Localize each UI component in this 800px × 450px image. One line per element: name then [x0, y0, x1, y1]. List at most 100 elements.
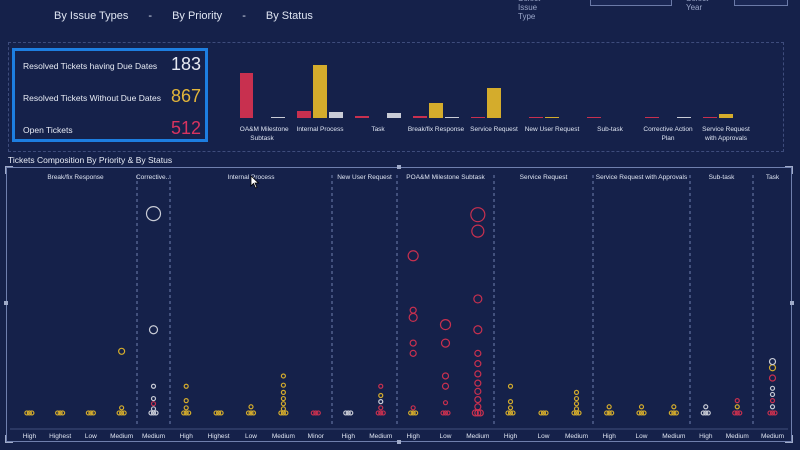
- scatter-point[interactable]: [510, 410, 516, 416]
- bar[interactable]: [297, 111, 311, 118]
- scatter-point[interactable]: [476, 409, 484, 417]
- scatter-point[interactable]: [283, 410, 289, 416]
- scatter-point[interactable]: [378, 410, 384, 416]
- scatter-point[interactable]: [576, 410, 582, 416]
- scatter-point[interactable]: [573, 406, 580, 412]
- scatter-point[interactable]: [248, 410, 254, 416]
- scatter-point[interactable]: [471, 409, 479, 417]
- scatter-point[interactable]: [55, 410, 61, 416]
- bar[interactable]: [587, 117, 601, 118]
- scatter-point[interactable]: [378, 405, 384, 411]
- scatter-point[interactable]: [734, 404, 740, 410]
- scatter-point[interactable]: [636, 410, 642, 416]
- scatter-point[interactable]: [29, 410, 35, 416]
- scatter-point[interactable]: [769, 398, 776, 404]
- scatter-point[interactable]: [145, 206, 162, 222]
- scatter-point[interactable]: [378, 399, 384, 405]
- scatter-point[interactable]: [413, 410, 419, 416]
- scatter-point[interactable]: [250, 410, 257, 416]
- scatter-point[interactable]: [737, 410, 743, 416]
- scatter-point[interactable]: [571, 410, 577, 416]
- scatter-point[interactable]: [409, 349, 417, 357]
- scatter-point[interactable]: [315, 410, 321, 416]
- scatter-point[interactable]: [280, 401, 286, 407]
- scatter-point[interactable]: [150, 401, 157, 407]
- scatter-point[interactable]: [280, 395, 286, 402]
- scatter-point[interactable]: [604, 410, 610, 416]
- scatter-point[interactable]: [573, 389, 580, 395]
- scatter-point[interactable]: [769, 385, 776, 391]
- scatter-point[interactable]: [148, 410, 154, 416]
- resize-handle[interactable]: [4, 301, 8, 305]
- scatter-point[interactable]: [470, 207, 486, 223]
- scatter-point[interactable]: [507, 399, 514, 405]
- scatter-point[interactable]: [409, 306, 417, 314]
- scatter-point[interactable]: [471, 224, 485, 238]
- scatter-point[interactable]: [280, 373, 286, 379]
- scatter-point[interactable]: [183, 398, 189, 404]
- scatter-point[interactable]: [280, 389, 286, 395]
- scatter-point[interactable]: [538, 410, 544, 416]
- bar[interactable]: [719, 114, 733, 118]
- scatter-point[interactable]: [57, 410, 63, 416]
- scatter-point[interactable]: [474, 395, 482, 404]
- scatter-point[interactable]: [118, 347, 126, 355]
- scatter-point[interactable]: [507, 405, 514, 411]
- scatter-point[interactable]: [410, 405, 416, 411]
- scatter-point[interactable]: [768, 374, 777, 382]
- scatter-point[interactable]: [769, 404, 776, 410]
- scatter-point[interactable]: [440, 410, 446, 416]
- tab-by-priority[interactable]: By Priority: [172, 10, 223, 22]
- resize-corner[interactable]: [5, 166, 13, 174]
- bar[interactable]: [471, 117, 485, 118]
- scatter-point[interactable]: [26, 410, 32, 416]
- resize-corner[interactable]: [785, 435, 793, 443]
- resize-handle[interactable]: [397, 440, 401, 444]
- scatter-point[interactable]: [473, 294, 483, 304]
- scatter-point[interactable]: [213, 410, 219, 416]
- scatter-point[interactable]: [407, 250, 419, 262]
- tab-by-issue-types[interactable]: By Issue Types: [54, 10, 129, 22]
- scatter-point[interactable]: [705, 410, 711, 416]
- scatter-point[interactable]: [119, 410, 125, 416]
- scatter-point[interactable]: [409, 339, 417, 347]
- scatter-point[interactable]: [85, 410, 91, 416]
- scatter-point[interactable]: [732, 410, 738, 416]
- bar[interactable]: [429, 103, 443, 118]
- scatter-point[interactable]: [216, 410, 222, 416]
- scatter-point[interactable]: [474, 360, 482, 368]
- scatter-point[interactable]: [734, 410, 740, 416]
- scatter-point[interactable]: [248, 404, 254, 410]
- scatter-point[interactable]: [310, 410, 316, 416]
- scatter-point[interactable]: [408, 312, 418, 323]
- scatter-point[interactable]: [703, 404, 709, 410]
- scatter-point[interactable]: [734, 398, 740, 404]
- scatter-point[interactable]: [606, 404, 612, 410]
- bar[interactable]: [355, 116, 369, 118]
- scatter-point[interactable]: [119, 405, 125, 411]
- scatter-point[interactable]: [441, 382, 450, 390]
- scatter-point[interactable]: [606, 410, 612, 416]
- bar[interactable]: [703, 117, 717, 118]
- bar[interactable]: [240, 73, 253, 118]
- scatter-point[interactable]: [280, 406, 286, 412]
- scatter-point[interactable]: [60, 410, 66, 416]
- resize-corner[interactable]: [785, 166, 793, 174]
- scatter-point[interactable]: [150, 395, 157, 402]
- scatter-point[interactable]: [473, 325, 483, 335]
- scatter-point[interactable]: [345, 410, 351, 416]
- scatter-point[interactable]: [280, 382, 286, 388]
- scatter-point[interactable]: [543, 410, 549, 416]
- bar[interactable]: [645, 117, 659, 118]
- bar[interactable]: [545, 117, 559, 118]
- bar[interactable]: [271, 117, 285, 118]
- bar[interactable]: [329, 112, 343, 118]
- bar[interactable]: [313, 65, 327, 118]
- scatter-point[interactable]: [641, 410, 647, 416]
- bar[interactable]: [677, 117, 691, 118]
- scatter-point[interactable]: [181, 410, 187, 416]
- scatter-point[interactable]: [474, 387, 482, 395]
- scatter-point[interactable]: [442, 410, 449, 416]
- scatter-point[interactable]: [183, 410, 189, 416]
- scatter-point[interactable]: [116, 410, 122, 416]
